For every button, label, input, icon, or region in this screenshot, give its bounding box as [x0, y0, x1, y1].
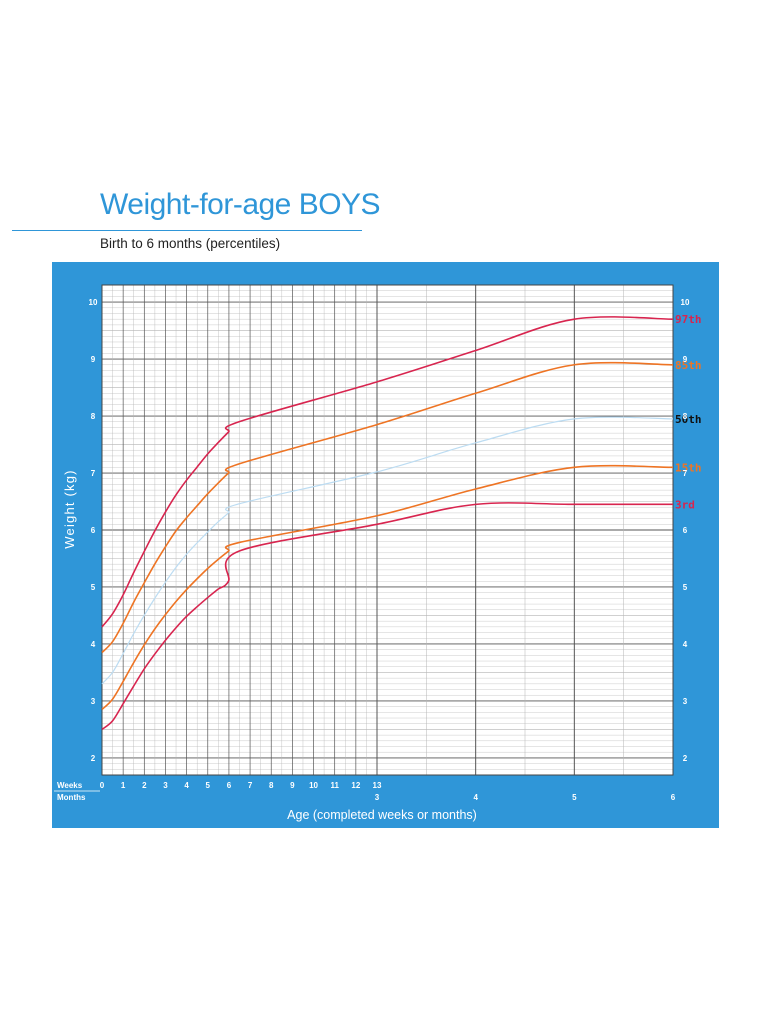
y-tick-label-left: 7	[91, 469, 96, 478]
title-underline	[12, 230, 362, 231]
y-tick-label-right: 4	[683, 640, 688, 649]
month-tick-label: 6	[671, 793, 676, 802]
y-tick-label-left: 8	[91, 412, 96, 421]
week-tick-label: 12	[351, 781, 360, 790]
percentile-label-15th: 15th	[675, 461, 702, 474]
y-tick-label-left: 2	[91, 754, 96, 763]
percentile-label-85th: 85th	[675, 359, 702, 372]
weeks-row-label: Weeks	[57, 781, 83, 790]
y-tick-label-right: 7	[683, 469, 688, 478]
y-tick-label-right: 9	[683, 355, 688, 364]
percentile-labels: 97th 85th 50th 15th 3rd	[675, 313, 702, 511]
percentile-curve-97th	[101, 316, 674, 628]
percentile-label-3rd: 3rd	[675, 498, 695, 511]
y-tick-label-right: 6	[683, 526, 688, 535]
month-tick-label: 5	[572, 793, 577, 802]
y-tick-label-right: 10	[681, 298, 690, 307]
week-tick-label: 2	[142, 781, 147, 790]
y-tick-label-left: 4	[91, 640, 96, 649]
y-tick-label-left: 6	[91, 526, 96, 535]
month-tick-label: 4	[473, 793, 478, 802]
y-axis-label: Weight (kg)	[62, 469, 77, 548]
y-tick-label-left: 9	[91, 355, 96, 364]
percentile-curve-85th	[101, 361, 674, 654]
week-tick-label: 5	[206, 781, 211, 790]
week-tick-label: 10	[309, 781, 318, 790]
month-tick-label: 3	[375, 793, 380, 802]
chart-title: Weight-for-age BOYS	[100, 188, 381, 221]
grid-lines	[101, 284, 674, 776]
week-tick-label: 6	[227, 781, 232, 790]
chart-panel: 97th 85th 50th 15th 3rd 2 2 3 3 4 4 5 5 6 6 7 7 8 8 9 9 10 10…	[52, 262, 719, 828]
months-row-label: Months	[57, 793, 86, 802]
percentile-curve-3rd	[101, 502, 673, 731]
week-tick-label: 13	[373, 781, 382, 790]
percentile-label-97th: 97th	[675, 313, 702, 326]
week-tick-label: 9	[290, 781, 295, 790]
y-tick-label-right: 3	[683, 697, 688, 706]
y-tick-label-right: 8	[683, 412, 688, 421]
percentile-curve-15th	[101, 464, 674, 711]
x-axis-label: Age (completed weeks or months)	[287, 808, 477, 822]
week-tick-label: 11	[330, 781, 339, 790]
week-tick-label: 7	[248, 781, 253, 790]
y-tick-label-right: 2	[683, 754, 688, 763]
percentile-curve-50th	[101, 416, 674, 685]
percentile-label-50th: 50th	[675, 413, 702, 426]
week-tick-label: 8	[269, 781, 274, 790]
y-tick-label-left: 3	[91, 697, 96, 706]
plot-border	[101, 284, 674, 776]
y-axis-ticks: 2 2 3 3 4 4 5 5 6 6 7 7 8 8 9 9 10 10	[89, 298, 690, 763]
y-tick-label-left: 10	[89, 298, 98, 307]
y-tick-label-left: 5	[91, 583, 96, 592]
chart-subtitle: Birth to 6 months (percentiles)	[100, 236, 281, 251]
week-tick-label: 0	[100, 781, 105, 790]
percentile-curves	[101, 316, 674, 731]
week-tick-label: 3	[163, 781, 168, 790]
week-tick-label: 1	[121, 781, 126, 790]
week-tick-label: 4	[184, 781, 189, 790]
y-tick-label-right: 5	[683, 583, 688, 592]
